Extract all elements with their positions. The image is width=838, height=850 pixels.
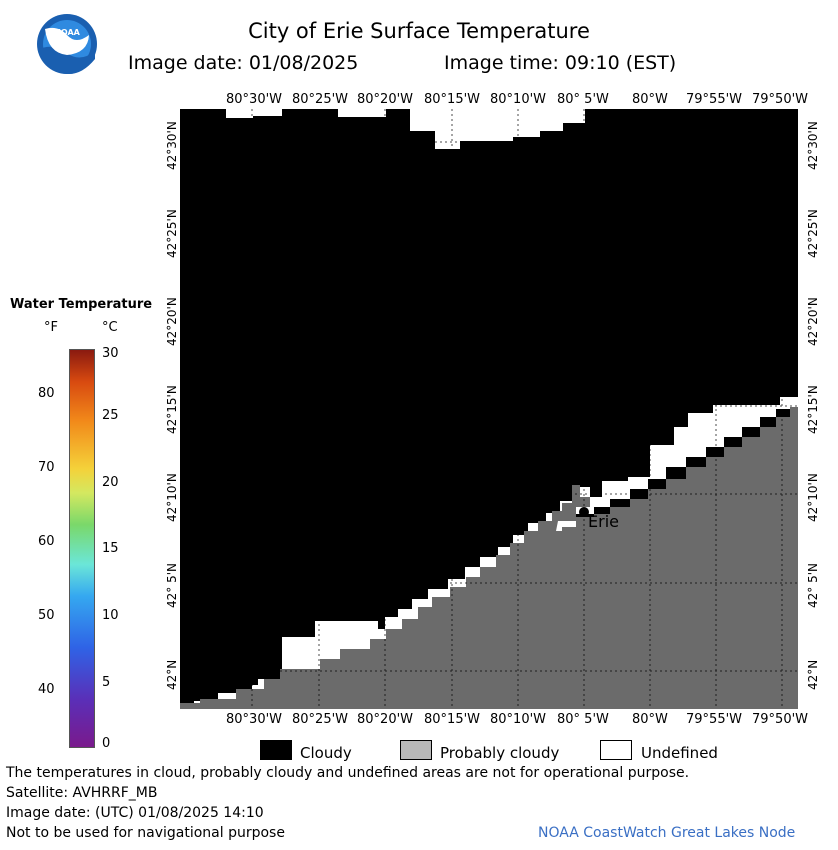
lon-label-bottom: 79°50'W [752,712,809,727]
lat-label-left: 42°10'N [165,473,179,522]
temperature-map [180,109,798,709]
lat-label-right: 42°N [806,659,820,690]
lon-label-top: 79°55'W [686,92,743,107]
logo-text: NOAA [54,28,80,37]
lon-label-top: 80°15'W [424,92,481,107]
colorbar-c-tick: 20 [102,475,119,490]
undefined-area-top [338,109,386,117]
page-title: City of Erie Surface Temperature [248,19,590,43]
probably-cloudy-area [180,407,798,709]
lon-label-top: 80°10'W [490,92,547,107]
lon-label-bottom: 80°15'W [424,712,481,727]
colorbar-f-tick: 70 [38,460,55,475]
city-label-erie: Erie [588,512,619,531]
key-swatch-probably-cloudy [400,740,432,760]
footer-navigation-warning: Not to be used for navigational purpose [6,825,285,841]
lat-label-left: 42°15'N [165,385,179,434]
lat-label-left: 42°25'N [165,209,179,258]
undefined-area-top [410,109,585,149]
lat-label-left: 42°N [165,659,179,690]
undefined-area-shore [194,397,798,709]
image-date: Image date: 01/08/2025 [128,52,359,74]
key-swatch-cloudy [260,740,292,760]
graticule [180,109,798,709]
lon-label-bottom: 79°55'W [686,712,743,727]
lat-label-right: 42°30'N [806,121,820,170]
lat-label-left: 42°30'N [165,121,179,170]
colorbar-f-tick: 40 [38,682,55,697]
lon-label-bottom: 80° 5'W [557,712,609,727]
lon-label-top: 80°20'W [357,92,414,107]
lon-label-top: 80°30'W [226,92,283,107]
colorbar-gradient [69,349,95,748]
footer-disclaimer: The temperatures in cloud, probably clou… [6,765,690,781]
footer-credit: NOAA CoastWatch Great Lakes Node [538,825,796,841]
shoreline-detail [556,521,576,531]
colorbar-f-tick: 60 [38,534,55,549]
image-time: Image time: 09:10 (EST) [444,52,677,74]
colorbar-unit-c: °C [102,320,118,335]
lat-label-right: 42°10'N [806,473,820,522]
lon-label-top: 80° 5'W [557,92,609,107]
lat-label-right: 42°20'N [806,297,820,346]
undefined-area-top [226,109,282,118]
lon-label-bottom: 80°25'W [292,712,349,727]
lon-label-bottom: 80°30'W [226,712,283,727]
noaa-logo: NOAA [37,14,97,75]
colorbar-c-tick: 0 [102,736,111,751]
lat-label-right: 42°15'N [806,385,820,434]
lat-label-left: 42° 5'N [165,563,179,608]
lon-label-top: 80°25'W [292,92,349,107]
colorbar-c-tick: 5 [102,675,111,690]
lat-label-left: 42°20'N [165,297,179,346]
lon-label-top: 79°50'W [752,92,809,107]
lon-label-bottom: 80°20'W [357,712,414,727]
lat-label-right: 42° 5'N [806,563,820,608]
colorbar-unit-f: °F [44,320,58,335]
key-label-undefined: Undefined [641,744,718,762]
colorbar-c-tick: 30 [102,346,119,361]
key-label-probably-cloudy: Probably cloudy [440,744,560,762]
colorbar-c-tick: 25 [102,408,119,423]
city-marker-erie [579,507,589,517]
lon-label-bottom: 80°W [632,712,668,727]
colorbar-c-tick: 10 [102,608,119,623]
colorbar-f-tick: 80 [38,386,55,401]
colorbar-f-tick: 50 [38,608,55,623]
lon-label-bottom: 80°10'W [490,712,547,727]
lat-label-right: 42°25'N [806,209,820,258]
footer-utc-date: Image date: (UTC) 01/08/2025 14:10 [6,805,264,821]
footer-satellite: Satellite: AVHRRF_MB [6,785,158,801]
lon-label-top: 80°W [632,92,668,107]
key-label-cloudy: Cloudy [300,744,352,762]
colorbar-c-tick: 15 [102,541,119,556]
key-swatch-undefined [600,740,632,760]
colorbar-title: Water Temperature [10,297,153,312]
